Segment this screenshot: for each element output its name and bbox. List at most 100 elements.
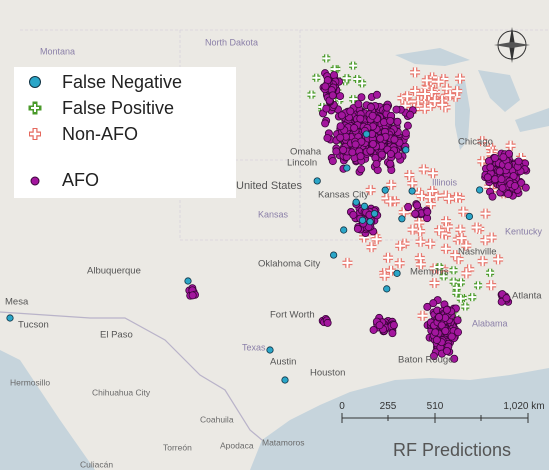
place-label: Chihuahua City [92,387,151,397]
marker-cross-inner [398,207,409,218]
place-label: Apodaca [220,440,254,450]
place-label: Kansas [258,209,289,219]
marker-fn [465,212,473,221]
marker-afo [336,133,345,142]
marker-afo [366,103,375,112]
scale-label: 0 [339,401,345,412]
marker-afo [393,117,402,126]
marker-cross-inner [505,140,516,151]
marker-cross-inner [456,233,467,244]
marker-cross-inner [429,96,440,107]
marker-afo [521,183,530,192]
marker-fn [383,285,391,293]
marker-cross-inner [419,103,430,114]
marker-fn [184,277,192,285]
marker-cross-inner [415,236,426,247]
marker-fn [343,164,351,172]
marker-cross-inner [434,225,445,236]
marker-fn [360,202,369,210]
marker-cross-inner [474,281,483,290]
marker-afo [369,140,378,149]
marker-cross-inner [383,252,394,263]
marker-cross-inner [477,136,488,147]
place-label: Mesa [5,297,29,308]
marker-afo [369,325,378,334]
marker-fn [393,269,401,277]
marker-cross-inner [415,259,426,270]
marker-cross-inner [452,86,463,97]
marker-afo [188,291,197,300]
marker-afo [386,159,395,168]
place-label: El Paso [100,330,133,341]
marker-fn [398,215,406,223]
marker-fn [402,146,410,154]
place-label: Chicago [458,137,493,148]
marker-fn [340,226,348,234]
marker-afo [322,104,331,113]
place-label: Austin [270,357,296,368]
marker-cross-inner [379,270,390,281]
marker-afo [437,321,446,330]
marker-afo [323,134,332,143]
place-label: Illinois [432,177,458,187]
marker-cross-inner [445,90,456,101]
marker-afo [499,153,508,162]
marker-fn [366,218,374,226]
scale-bar: 0 255 510 1,020 km [339,401,545,423]
marker-cross-inner [443,193,454,204]
marker-afo [413,201,422,210]
legend-box [14,67,236,198]
marker-cross-inner [394,258,405,269]
place-label: Torreón [163,442,192,452]
marker-cross-inner [366,242,377,253]
place-label: Coahuila [200,414,234,424]
marker-afo [431,328,440,337]
marker-afo [406,110,415,119]
marker-cross-inner [342,257,353,268]
lake [515,108,549,132]
marker-cross-inner [456,294,465,303]
marker-afo [389,321,398,330]
marker-cross-inner [365,185,376,196]
marker-cross-inner [456,278,465,287]
place-label: Montana [40,46,75,56]
scale-line [341,413,529,423]
marker-cross-inner [307,90,316,99]
marker-cross-inner [486,280,497,291]
marker-afo [498,183,507,192]
place-label: Culiacán [80,459,113,469]
marker-cross-inner [371,234,382,245]
marker-fn [266,346,274,354]
legend-label: False Negative [62,72,182,92]
marker-afo [337,111,346,120]
marker-fn [281,376,289,384]
place-label: United States [236,180,303,192]
marker-cross-inner [358,79,367,88]
marker-afo [442,347,451,356]
marker-afo [321,119,330,128]
marker-afo [390,135,399,144]
marker-cross-inner [349,61,358,70]
marker-cross-inner [386,265,397,276]
marker-cross-inner [385,196,396,207]
marker-fn [313,177,321,185]
marker-cross-inner [480,208,491,219]
marker-fn [352,198,360,206]
marker-afo [495,167,504,176]
marker-cross-inner [449,266,458,275]
marker-afo [354,100,363,109]
marker-afo [510,181,519,190]
marker-cross-inner [322,54,331,63]
scale-label: 1,020 km [503,401,544,412]
ocean [0,350,95,470]
marker-cross-inner [404,170,415,181]
legend: False Negative False Positive Non-AFO AF… [14,67,236,198]
marker-cross-inner [429,277,440,288]
marker-cross-inner [450,250,461,261]
place-label: North Dakota [205,37,258,47]
marker-afo [336,122,345,131]
marker-afo [368,111,377,120]
marker-cross-inner [471,222,482,233]
markers [6,54,531,384]
scale-label: 510 [427,401,444,412]
